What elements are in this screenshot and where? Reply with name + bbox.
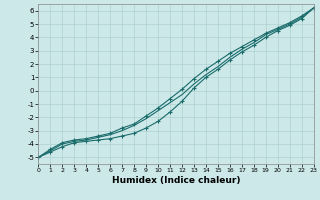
X-axis label: Humidex (Indice chaleur): Humidex (Indice chaleur) [112,176,240,185]
